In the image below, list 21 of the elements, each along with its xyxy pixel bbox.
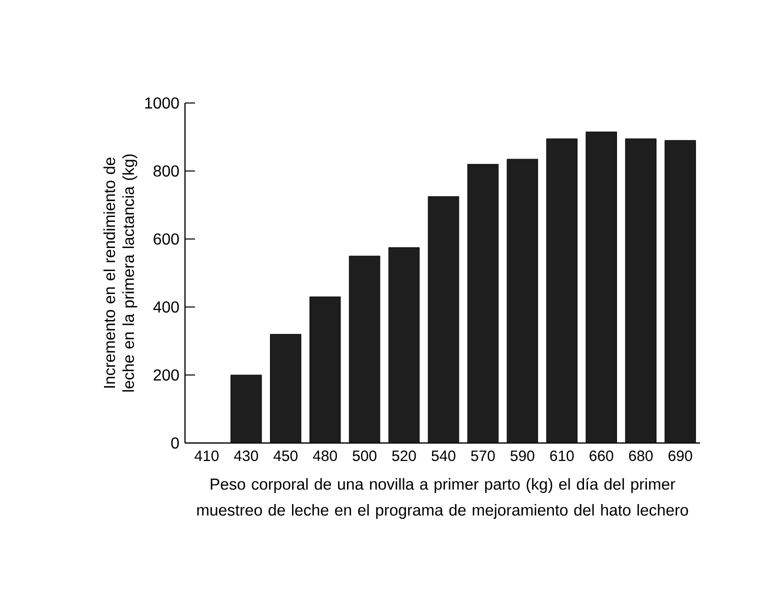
y-tick-label: 1000	[145, 97, 179, 109]
x-tick-label: 450	[274, 450, 298, 462]
x-tick-label: 680	[629, 450, 653, 462]
x-tick-label: 480	[312, 450, 337, 462]
y-axis-title: Incremento en el rendimiento de leche en la primera lactancia (kg)	[103, 154, 138, 392]
x-tick-label: 520	[392, 450, 416, 462]
x-tick-label: 430	[234, 450, 258, 462]
x-tick-label: 590	[510, 450, 534, 462]
y-tick-label: 800	[154, 165, 179, 177]
y-tick-label: 200	[154, 369, 179, 381]
y-tick-label: 400	[153, 301, 179, 313]
y-tick-label: 600	[154, 233, 179, 245]
x-tick-label: 540	[432, 450, 456, 462]
x-tick-label: 570	[471, 450, 495, 462]
x-tick-label: 500	[352, 450, 376, 462]
x-tick-label: 410	[194, 450, 219, 462]
x-axis-title: Peso corporal de una novilla a primer parto (kg) el día del primer muestreo de leche en el programa de mejoramiento del hato lechero	[197, 478, 688, 519]
x-tick-label: 660	[590, 450, 614, 462]
y-tick-label: 0	[171, 437, 179, 449]
x-tick-label: 610	[550, 450, 574, 462]
x-tick-label: 690	[668, 450, 692, 462]
